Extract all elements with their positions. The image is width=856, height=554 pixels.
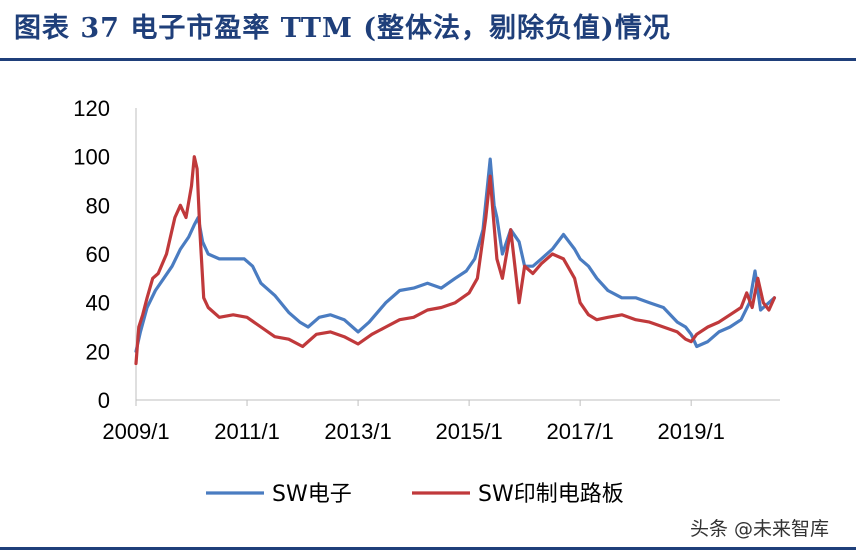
top-rule: [0, 58, 856, 61]
x-tick-label: 2015/1: [435, 419, 502, 444]
x-tick-label: 2017/1: [546, 419, 613, 444]
bottom-rule: [0, 547, 856, 550]
watermark: 头条 @未来智库: [690, 518, 830, 540]
y-tick-label: 80: [86, 193, 110, 218]
y-tick-label: 20: [86, 339, 110, 364]
y-tick-label: 40: [86, 291, 110, 316]
x-tick-label: 2011/1: [214, 419, 280, 444]
series-line-0: [134, 157, 777, 353]
y-tick-label: 0: [98, 388, 110, 413]
legend-label-1: SW印制电路板: [478, 482, 624, 507]
x-tick-label: 2009/1: [102, 419, 169, 444]
y-tick-label: 100: [73, 145, 110, 170]
y-tick-label: 120: [73, 96, 110, 121]
x-tick-label: 2019/1: [658, 419, 725, 444]
y-tick-label: 60: [86, 242, 110, 267]
legend-label-0: SW电子: [272, 482, 352, 507]
chart-title: 图表 37 电子市盈率 TTM (整体法，剔除负值)情况: [14, 13, 671, 44]
series-line-1: [134, 155, 777, 366]
x-tick-label: 2013/1: [324, 419, 391, 444]
